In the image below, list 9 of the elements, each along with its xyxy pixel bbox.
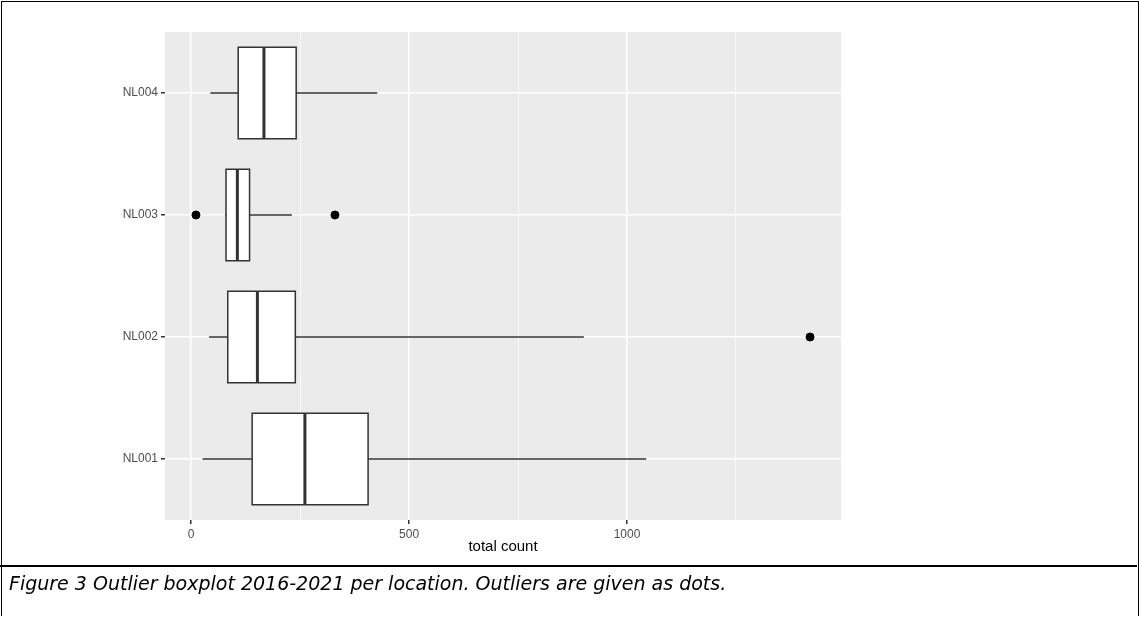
x-tick-label: 1000 [613, 526, 641, 541]
caption: Figure 3 Outlier boxplot 2016-2021 per location. Outliers are given as dots. [9, 572, 727, 594]
y-tick-label: NL004 [122, 85, 159, 100]
y-tick-label: NL001 [122, 451, 159, 466]
x-axis-title: total count [468, 537, 539, 555]
y-tick-label: NL003 [122, 207, 159, 222]
x-tick-label: 0 [187, 526, 195, 541]
x-tick-label: 500 [399, 526, 420, 541]
y-tick-label: NL002 [122, 329, 159, 344]
